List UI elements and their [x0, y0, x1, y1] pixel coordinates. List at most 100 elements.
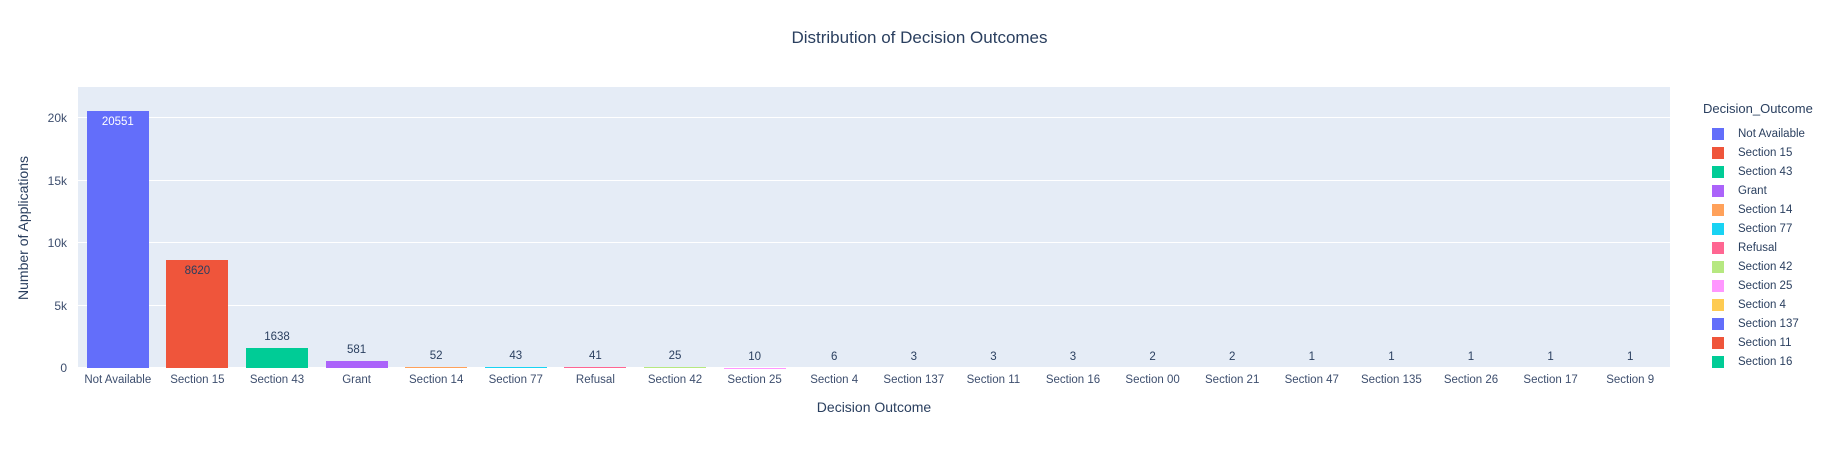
x-tick-label: Section 00 [1125, 374, 1180, 386]
legend-item[interactable]: Section 43 [1700, 162, 1813, 181]
x-tick-label: Section 26 [1443, 374, 1499, 386]
legend-item[interactable]: Section 4 [1700, 295, 1813, 314]
legend-item-label: Not Available [1738, 127, 1805, 140]
legend-item[interactable]: Section 42 [1700, 257, 1813, 276]
y-tick-label: 20k [47, 111, 67, 125]
legend-swatch [1712, 241, 1724, 254]
y-tick-label: 5k [54, 298, 67, 313]
legend-item[interactable]: Section 14 [1700, 200, 1813, 219]
x-tick-label: Section 21 [1205, 374, 1260, 386]
bar-value-label: 2 [1228, 350, 1236, 363]
bar-value-label: 52 [429, 350, 443, 363]
legend-item-label: Section 4 [1738, 298, 1786, 311]
bar-value-label: 3 [910, 350, 917, 363]
bar-value-label: 2 [1149, 350, 1156, 363]
bar-value-label: 1 [1388, 350, 1395, 363]
x-tick-label: Section 16 [1045, 374, 1101, 386]
legend-item-label: Section 14 [1738, 203, 1793, 216]
plot-area[interactable]: 20551 8620 1638 581 52 43 41 25 10 6 3 3 3 2 2 1 1 1 1 1 [78, 87, 1670, 368]
x-tick-label: Refusal [575, 374, 615, 386]
bar-value-label: 1 [1547, 350, 1554, 363]
x-tick-label: Section 15 [170, 374, 225, 386]
bar-value-label: 20551 [101, 116, 134, 129]
bar[interactable] [564, 367, 627, 368]
legend-item-label: Section 42 [1738, 260, 1793, 273]
y-gridline [78, 304, 1670, 306]
bar-value-label: 43 [509, 350, 523, 363]
x-tick-label: Section 43 [249, 374, 305, 386]
bar-value-label: 8620 [184, 265, 211, 278]
legend-swatch [1712, 127, 1724, 140]
legend-item[interactable]: Section 15 [1700, 143, 1813, 162]
bar-value-label: 1 [1626, 350, 1634, 363]
legend-item[interactable]: Section 77 [1700, 219, 1813, 238]
legend-swatch [1712, 222, 1724, 235]
legend-item[interactable]: Grant [1700, 181, 1813, 200]
legend-item[interactable]: Section 11 [1700, 333, 1813, 352]
legend-swatch [1712, 165, 1724, 178]
legend-item[interactable]: Section 25 [1700, 276, 1813, 295]
legend-item-label: Section 43 [1738, 165, 1793, 178]
chart-title: Distribution of Decision Outcomes [791, 28, 1048, 47]
legend-item-label: Section 137 [1738, 317, 1799, 330]
bar-value-label: 6 [830, 350, 838, 363]
legend-item-label: Refusal [1738, 241, 1777, 254]
legend-swatch [1712, 260, 1724, 273]
legend-item[interactable]: Not Available [1700, 124, 1813, 143]
legend-item-label: Grant [1738, 184, 1767, 197]
legend-swatch [1712, 317, 1724, 330]
y-tick-label: 10k [47, 236, 67, 250]
x-tick-label: Section 25 [727, 374, 782, 386]
x-tick-label: Grant [342, 374, 371, 386]
legend-swatch [1712, 203, 1724, 216]
legend-item-label: Section 16 [1738, 355, 1793, 368]
x-tick-label: Not Available [84, 374, 152, 386]
legend-items: Not Available Section 15 Section 43 Grant Se… [1700, 124, 1813, 371]
y-gridline [78, 367, 1670, 368]
legend-swatch [1712, 355, 1724, 368]
legend-item-label: Section 77 [1738, 222, 1793, 235]
bar-value-label: 3 [1069, 350, 1077, 363]
legend-swatch [1712, 279, 1724, 292]
y-axis: 0 5k 10k 15k 20k [0, 87, 72, 375]
bar[interactable] [405, 367, 468, 368]
y-tick-label: 15k [47, 173, 67, 188]
bar[interactable] [325, 360, 388, 368]
bar-value-label: 1 [1308, 350, 1315, 363]
bar-value-label: 25 [668, 350, 682, 363]
x-axis: Not Available Section 15 Section 43 Grant Se… [78, 373, 1670, 389]
legend-swatch [1712, 184, 1724, 197]
legend-item[interactable]: Refusal [1700, 238, 1813, 257]
x-tick-label: Section 42 [647, 374, 703, 386]
bar[interactable] [86, 111, 149, 368]
x-axis-title: Decision Outcome [816, 399, 932, 415]
x-tick-label: Section 11 [966, 374, 1021, 386]
legend-swatch [1712, 146, 1724, 159]
legend-swatch [1712, 298, 1724, 311]
legend-swatch [1712, 336, 1724, 349]
x-tick-label: Section 135 [1361, 374, 1422, 386]
legend-item-label: Section 11 [1738, 336, 1792, 349]
legend-item[interactable]: Section 137 [1700, 314, 1813, 333]
x-tick-label: Section 4 [810, 374, 859, 386]
bar[interactable] [166, 260, 229, 368]
bar[interactable] [484, 367, 547, 368]
x-tick-label: Section 137 [883, 374, 945, 386]
x-tick-label: Section 17 [1523, 374, 1578, 386]
bar-value-label: 581 [347, 343, 367, 356]
y-gridline [78, 242, 1670, 243]
bar-value-label: 41 [588, 350, 602, 363]
bar-value-label: 3 [990, 350, 997, 363]
x-tick-label: Section 9 [1606, 374, 1655, 386]
legend-item[interactable]: Section 16 [1700, 352, 1813, 371]
bar[interactable] [644, 367, 706, 368]
legend-item-label: Section 25 [1738, 279, 1793, 292]
y-gridline [78, 179, 1670, 181]
legend-item-label: Section 15 [1738, 146, 1793, 159]
x-tick-label: Section 47 [1284, 374, 1339, 386]
x-tick-label: Section 77 [488, 374, 543, 386]
bar[interactable] [246, 347, 308, 368]
bar-value-label: 1 [1467, 350, 1475, 363]
bar-value-label: 1638 [264, 330, 290, 343]
